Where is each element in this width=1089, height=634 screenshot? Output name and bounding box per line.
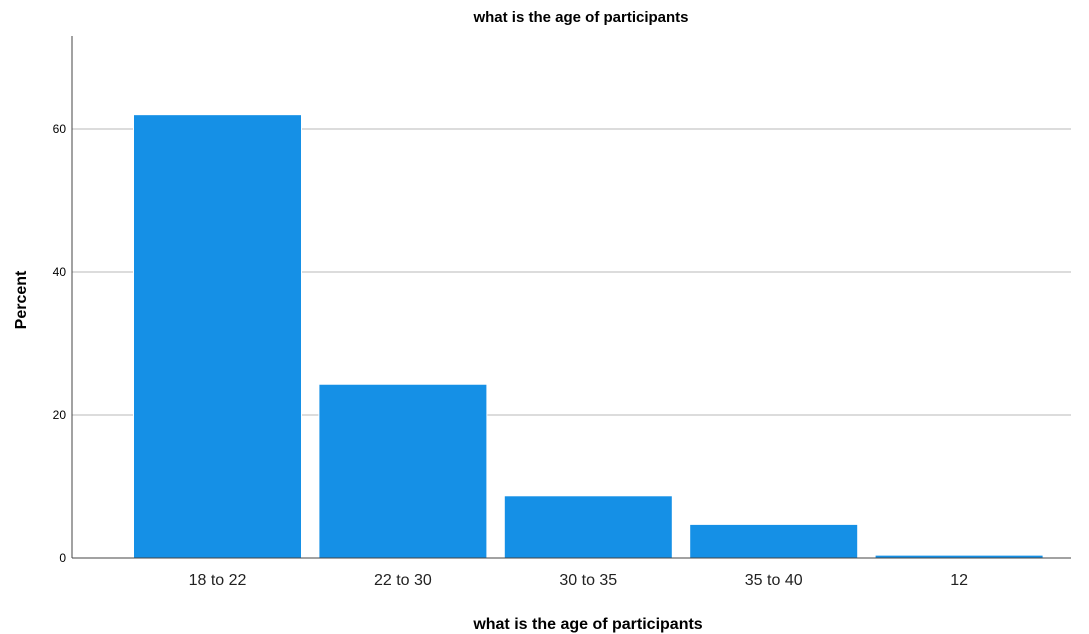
chart-title: what is the age of participants	[472, 9, 688, 26]
x-tick-labels: 18 to 22 22 to 30 30 to 35 35 to 40 12	[189, 572, 969, 589]
y-tick-label: 0	[59, 551, 66, 565]
y-axis-label: Percent	[13, 270, 30, 329]
x-tick-label: 18 to 22	[189, 572, 247, 589]
bar-2	[503, 495, 673, 559]
x-tick-label: 22 to 30	[374, 572, 432, 589]
y-tick-label: 40	[53, 265, 67, 279]
bar-0	[133, 114, 302, 559]
bar-1	[318, 383, 488, 559]
y-tick-labels: 0 20 40 60	[53, 122, 67, 565]
y-tick-label: 60	[53, 122, 67, 136]
x-tick-label: 12	[950, 572, 968, 589]
bar-3	[689, 523, 859, 559]
x-tick-label: 30 to 35	[559, 572, 617, 589]
x-tick-label: 35 to 40	[745, 572, 803, 589]
y-tick-label: 20	[53, 408, 67, 422]
bars	[133, 114, 1044, 559]
x-axis-label: what is the age of participants	[472, 616, 702, 633]
